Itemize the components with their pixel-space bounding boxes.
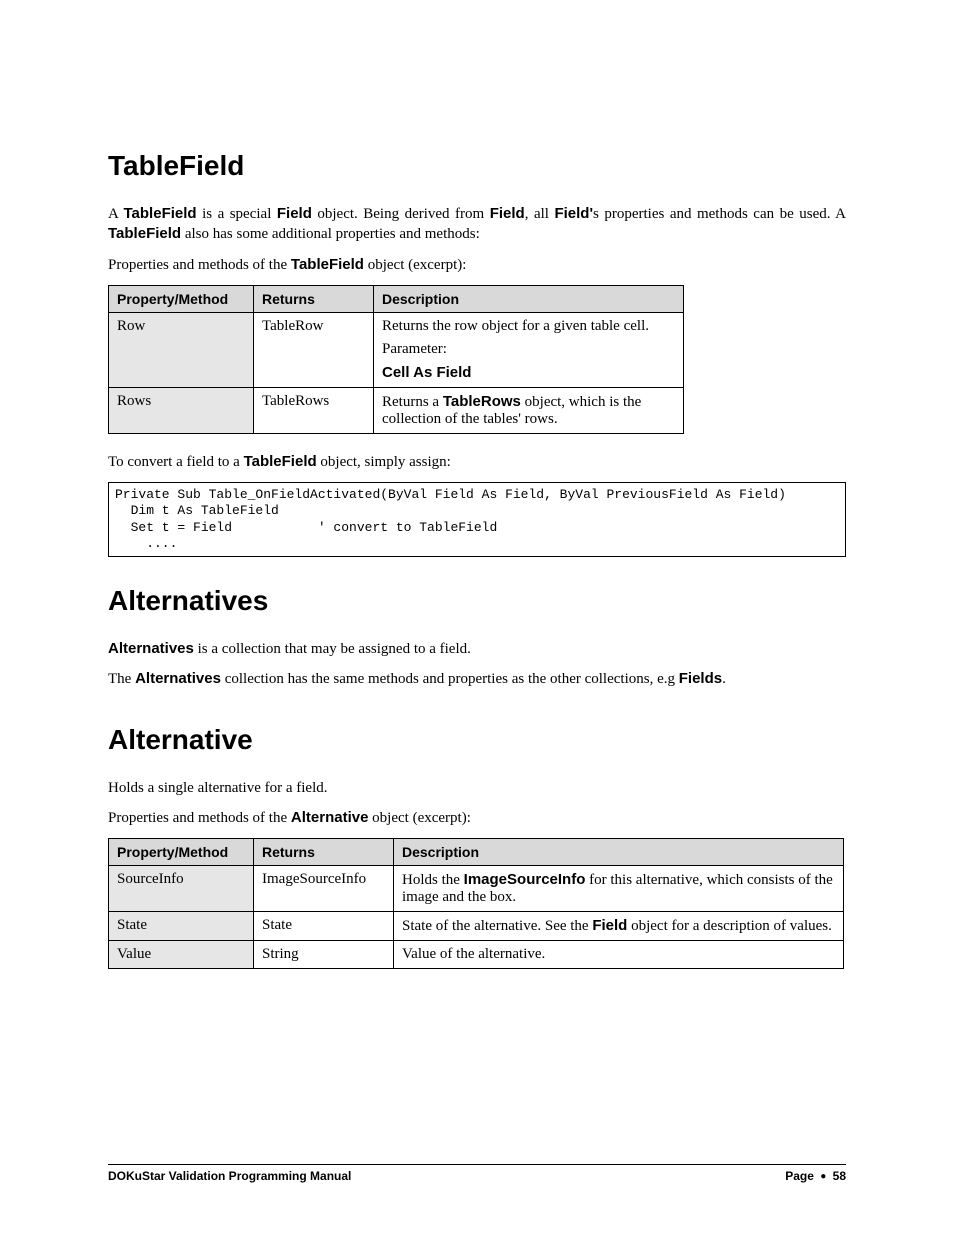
table-cell-prop: Rows bbox=[109, 387, 254, 433]
table-header: Returns bbox=[254, 285, 374, 312]
table-header: Returns bbox=[254, 839, 394, 866]
table-cell-prop: SourceInfo bbox=[109, 866, 254, 912]
table-cell-desc: Holds the ImageSourceInfo for this alter… bbox=[394, 866, 844, 912]
table-header: Property/Method bbox=[109, 839, 254, 866]
footer-page: Page ● 58 bbox=[785, 1169, 846, 1183]
table-row: RowsTableRowsReturns a TableRows object,… bbox=[109, 387, 684, 433]
alternative-table: Property/MethodReturnsDescriptionSourceI… bbox=[108, 838, 844, 969]
table-cell-desc: State of the alternative. See the Field … bbox=[394, 912, 844, 941]
table-row: StateStateState of the alternative. See … bbox=[109, 912, 844, 941]
footer-title: DOKuStar Validation Programming Manual bbox=[108, 1169, 351, 1183]
alternatives-p1: Alternatives is a collection that may be… bbox=[108, 639, 846, 659]
alternative-p1: Holds a single alternative for a field. bbox=[108, 778, 846, 798]
heading-alternative: Alternative bbox=[108, 724, 846, 756]
table-header: Description bbox=[394, 839, 844, 866]
heading-alternatives: Alternatives bbox=[108, 585, 846, 617]
table-cell-prop: Value bbox=[109, 941, 254, 969]
tablefield-excerpt-line: Properties and methods of the TableField… bbox=[108, 255, 846, 275]
page-footer: DOKuStar Validation Programming Manual P… bbox=[108, 1164, 846, 1183]
table-cell-returns: String bbox=[254, 941, 394, 969]
tablefield-intro: A TableField is a special Field object. … bbox=[108, 204, 846, 245]
table-row: ValueStringValue of the alternative. bbox=[109, 941, 844, 969]
alternatives-p2: The Alternatives collection has the same… bbox=[108, 669, 846, 689]
table-cell-returns: TableRow bbox=[254, 312, 374, 387]
table-cell-desc: Returns a TableRows object, which is the… bbox=[374, 387, 684, 433]
tablefield-convert-line: To convert a field to a TableField objec… bbox=[108, 452, 846, 472]
tablefield-table: Property/MethodReturnsDescriptionRowTabl… bbox=[108, 285, 684, 434]
table-header: Property/Method bbox=[109, 285, 254, 312]
table-cell-prop: State bbox=[109, 912, 254, 941]
table-cell-desc: Value of the alternative. bbox=[394, 941, 844, 969]
code-sample: Private Sub Table_OnFieldActivated(ByVal… bbox=[108, 482, 846, 557]
table-cell-returns: TableRows bbox=[254, 387, 374, 433]
table-row: RowTableRowReturns the row object for a … bbox=[109, 312, 684, 387]
table-cell-prop: Row bbox=[109, 312, 254, 387]
bullet-icon: ● bbox=[817, 1171, 829, 1182]
table-row: SourceInfoImageSourceInfoHolds the Image… bbox=[109, 866, 844, 912]
table-cell-returns: State bbox=[254, 912, 394, 941]
table-cell-desc: Returns the row object for a given table… bbox=[374, 312, 684, 387]
alternative-excerpt-line: Properties and methods of the Alternativ… bbox=[108, 808, 846, 828]
footer-page-label: Page bbox=[785, 1169, 814, 1183]
page: TableField A TableField is a special Fie… bbox=[0, 0, 954, 1235]
table-header: Description bbox=[374, 285, 684, 312]
heading-tablefield: TableField bbox=[108, 150, 846, 182]
footer-page-number: 58 bbox=[833, 1169, 846, 1183]
table-cell-returns: ImageSourceInfo bbox=[254, 866, 394, 912]
